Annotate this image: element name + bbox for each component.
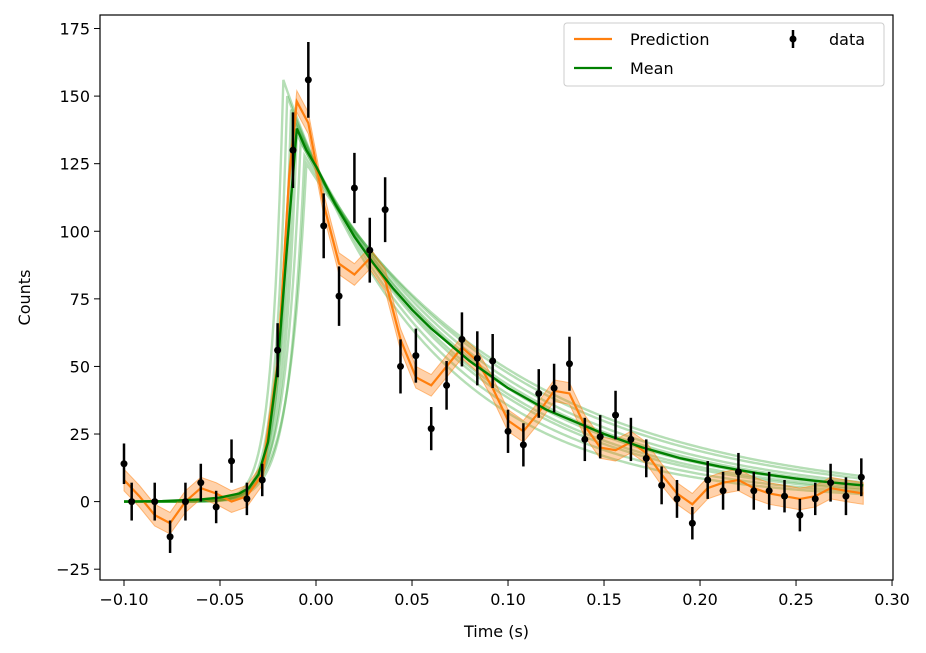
data-point-33 [627, 435, 635, 443]
data-point-2 [151, 498, 159, 506]
data-point-26 [519, 441, 527, 449]
y-tick-label-6: 125 [59, 155, 90, 174]
y-tick-label-7: 150 [59, 87, 90, 106]
data-point-46 [827, 479, 835, 487]
x-tick-label-3: 0.05 [394, 590, 430, 609]
data-point-1 [128, 498, 136, 506]
legend-prediction-label: Prediction [630, 30, 709, 49]
y-tick-label-5: 100 [59, 222, 90, 241]
data-point-17 [381, 206, 389, 214]
x-tick-label-1: −0.05 [195, 590, 244, 609]
legend-box [563, 22, 885, 87]
data-point-31 [596, 433, 604, 441]
data-point-36 [673, 495, 681, 503]
x-tick-label-4: 0.10 [490, 590, 526, 609]
data-point-9 [258, 476, 266, 484]
y-axis-label: Counts [15, 270, 34, 326]
data-point-10 [274, 346, 282, 354]
data-point-29 [565, 360, 573, 368]
data-points [120, 42, 865, 553]
data-point-28 [550, 384, 558, 392]
data-point-19 [412, 352, 420, 360]
data-point-11 [289, 146, 297, 154]
data-point-16 [366, 246, 374, 254]
x-axis: −0.10 −0.05 0.00 0.05 0.10 0.15 0.20 0.25 0.30 [99, 580, 910, 609]
data-point-0 [120, 460, 128, 468]
data-point-43 [781, 492, 789, 500]
y-tick-label-1: 0 [80, 493, 90, 512]
prediction-line [123, 97, 864, 525]
legend: Prediction Mean data [563, 22, 885, 87]
y-tick-label-2: 25 [70, 425, 90, 444]
plot-frame [99, 14, 894, 581]
data-point-45 [811, 495, 819, 503]
data-point-13 [320, 222, 328, 230]
data-point-22 [458, 335, 466, 343]
data-point-21 [443, 381, 451, 389]
x-tick-label-7: 0.25 [778, 590, 814, 609]
data-point-39 [719, 487, 727, 495]
data-point-35 [658, 481, 666, 489]
data-point-38 [704, 476, 712, 484]
data-point-30 [581, 435, 589, 443]
data-point-32 [612, 411, 620, 419]
x-tick-label-0: −0.10 [99, 590, 148, 609]
legend-data-marker [789, 35, 797, 43]
y-tick-label-0: −25 [56, 560, 90, 579]
data-point-8 [243, 495, 251, 503]
data-point-24 [489, 357, 497, 365]
data-point-34 [642, 454, 650, 462]
data-point-7 [228, 457, 236, 465]
x-axis-label: Time (s) [463, 622, 529, 641]
data-point-42 [765, 487, 773, 495]
x-tick-label-5: 0.15 [586, 590, 622, 609]
x-tick-label-8: 0.30 [874, 590, 910, 609]
data-point-5 [197, 479, 205, 487]
data-point-47 [842, 492, 850, 500]
data-point-4 [181, 498, 189, 506]
data-point-3 [166, 533, 174, 541]
data-point-27 [535, 389, 543, 397]
legend-data-label: data [829, 30, 865, 49]
x-tick-label-6: 0.20 [682, 590, 718, 609]
data-point-14 [335, 292, 343, 300]
y-tick-label-3: 50 [70, 357, 90, 376]
legend-mean-label: Mean [630, 59, 674, 78]
y-tick-label-4: 75 [70, 290, 90, 309]
y-axis: −25 0 25 50 75 100 125 150 175 [56, 20, 100, 579]
data-point-37 [688, 519, 696, 527]
data-point-15 [350, 184, 358, 192]
data-point-25 [504, 427, 512, 435]
data-point-18 [396, 362, 404, 370]
y-tick-label-8: 175 [59, 20, 90, 39]
data-point-41 [750, 487, 758, 495]
data-point-23 [473, 354, 481, 362]
data-point-20 [427, 425, 435, 433]
data-point-40 [734, 468, 742, 476]
data-point-48 [857, 473, 865, 481]
x-tick-label-2: 0.00 [298, 590, 334, 609]
data-point-44 [796, 511, 804, 519]
data-point-12 [304, 76, 312, 84]
data-point-6 [212, 503, 220, 511]
